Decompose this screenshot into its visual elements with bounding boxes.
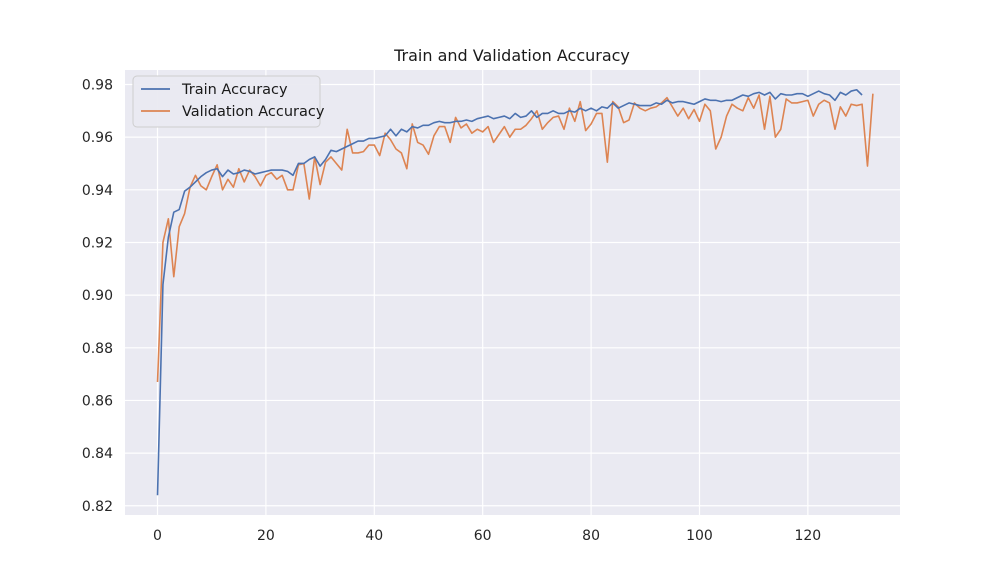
x-tick-label: 40 [365,528,383,544]
series-lines [156,88,874,496]
x-tick-label: 20 [257,528,275,544]
x-axis-ticks: 0 20 40 60 80 100 120 [153,528,821,544]
y-tick-label: 0.90 [82,288,113,304]
x-tick-label: 80 [582,528,600,544]
grid-lines [125,70,900,515]
y-tick-label: 0.84 [82,446,113,462]
legend: Train Accuracy Validation Accuracy [132,75,325,128]
train-accuracy-line [156,88,863,496]
y-tick-label: 0.96 [82,130,113,146]
y-tick-label: 0.88 [82,341,113,357]
legend-label-train-accuracy: Train Accuracy [181,82,288,98]
validation-accuracy-line [156,93,874,383]
y-tick-label: 0.94 [82,183,113,199]
x-tick-label: 60 [474,528,492,544]
y-axis-ticks: 0.82 0.84 0.86 0.88 0.90 0.92 0.94 0.96 0.98 [82,77,113,514]
x-tick-label: 100 [686,528,713,544]
y-tick-label: 0.92 [82,235,113,251]
y-tick-label: 0.86 [82,393,113,409]
legend-label-validation-accuracy: Validation Accuracy [182,104,325,120]
plot-area-background [125,70,900,515]
x-tick-label: 120 [794,528,821,544]
y-tick-label: 0.98 [82,77,113,93]
x-tick-label: 0 [153,528,162,544]
chart-title: Train and Validation Accuracy [393,46,630,65]
y-tick-label: 0.82 [82,499,113,515]
legend-box [132,75,321,128]
